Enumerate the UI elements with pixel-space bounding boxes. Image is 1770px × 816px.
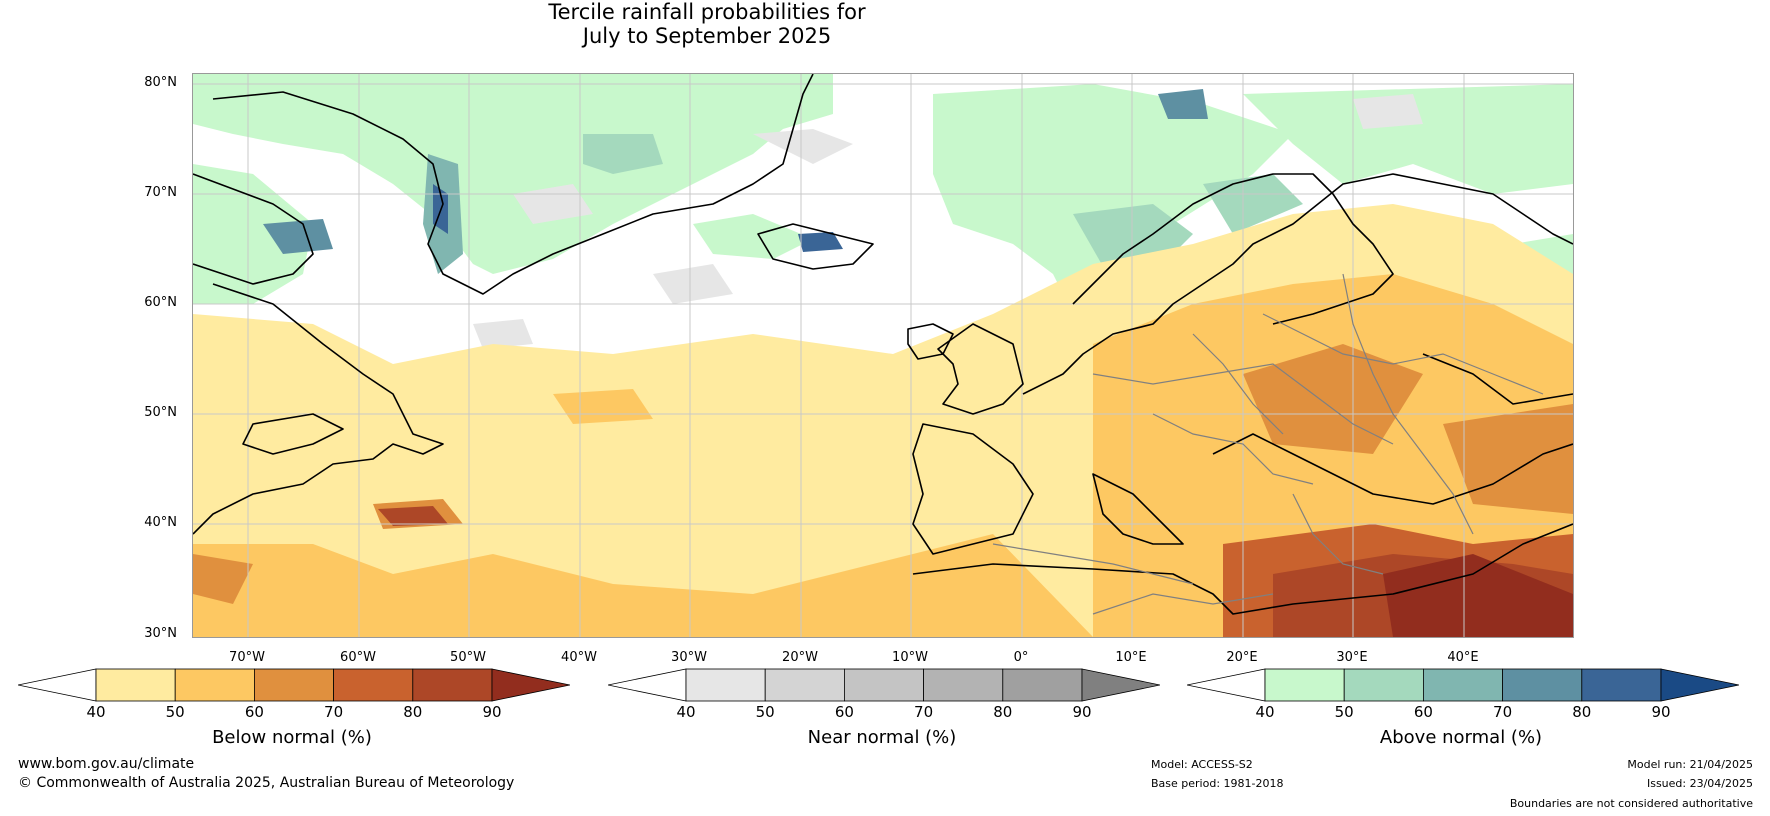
colorbar-lower-extension: [608, 668, 687, 702]
colorbar-upper-extension: [1081, 668, 1160, 702]
lon-label-50w: 50°W: [450, 650, 486, 665]
colorbar-upper-extension: [491, 668, 570, 702]
map-panel[interactable]: [192, 73, 1574, 638]
colorbar-segment: [843, 668, 924, 702]
near-normal-colorbar: [608, 668, 1160, 702]
above-normal-colorbar: [1187, 668, 1739, 702]
colorbar-segment: [1581, 668, 1662, 702]
colorbar-segment: [412, 668, 493, 702]
colorbar-tick-label: 90: [482, 703, 502, 721]
colorbar-segment: [1422, 668, 1503, 702]
colorbar-segment: [253, 668, 334, 702]
colorbar-tick-label: 50: [165, 703, 185, 721]
lat-label-60n: 60°N: [144, 295, 177, 310]
colorbar-segment: [923, 668, 1004, 702]
coastlines: [193, 74, 1573, 615]
website-link[interactable]: www.bom.gov.au/climate: [18, 756, 195, 772]
colorbar-tick-label: 40: [86, 703, 106, 721]
lon-label-40e: 40°E: [1447, 650, 1479, 665]
colorbar-segment: [174, 668, 255, 702]
lat-label-50n: 50°N: [144, 405, 177, 420]
colorbar-tick-label: 80: [1572, 703, 1592, 721]
lon-label-10e: 10°E: [1115, 650, 1147, 665]
colorbar-segment: [1002, 668, 1083, 702]
lon-label-20e: 20°E: [1226, 650, 1258, 665]
model-run-text: Model run: 21/04/2025: [1627, 758, 1753, 771]
near-normal-title: Near normal (%): [807, 727, 957, 748]
lon-label-60w: 60°W: [340, 650, 376, 665]
issued-text: Issued: 23/04/2025: [1646, 777, 1753, 790]
colorbar-tick-label: 60: [244, 703, 264, 721]
colorbar-segment: [685, 668, 766, 702]
base-period-text: Base period: 1981-2018: [1151, 777, 1284, 790]
colorbar-tick-label: 90: [1072, 703, 1092, 721]
colorbar-tick-label: 60: [834, 703, 854, 721]
colorbar-tick-label: 40: [676, 703, 696, 721]
colorbar-upper-extension: [1660, 668, 1739, 702]
lon-label-40w: 40°W: [561, 650, 597, 665]
probability-map: [193, 74, 1573, 637]
below-normal-regions: [193, 204, 1573, 637]
colorbar-segment: [1343, 668, 1424, 702]
colorbar-segment: [333, 668, 414, 702]
lon-label-20w: 20°W: [782, 650, 818, 665]
above-normal-title: Above normal (%): [1379, 727, 1543, 748]
lon-label-10w: 10°W: [892, 650, 928, 665]
title-line-2: July to September 2025: [582, 24, 832, 48]
colorbar-tick-label: 50: [755, 703, 775, 721]
lon-label-30w: 30°W: [671, 650, 707, 665]
colorbar-tick-label: 90: [1651, 703, 1671, 721]
colorbar-segment: [1264, 668, 1345, 702]
model-text: Model: ACCESS-S2: [1151, 758, 1253, 771]
colorbar-segment: [95, 668, 176, 702]
colorbar-tick-label: 70: [1493, 703, 1513, 721]
colorbar-segment: [764, 668, 845, 702]
below-normal-colorbar: [18, 668, 570, 702]
colorbar-lower-extension: [1187, 668, 1266, 702]
colorbar-tick-label: 40: [1255, 703, 1275, 721]
lon-label-30e: 30°E: [1336, 650, 1368, 665]
country-borders: [992, 273, 1544, 615]
lat-label-30n: 30°N: [144, 626, 177, 641]
lon-label-70w: 70°W: [229, 650, 265, 665]
lat-label-70n: 70°N: [144, 185, 177, 200]
lat-label-80n: 80°N: [144, 75, 177, 90]
colorbar-tick-label: 70: [324, 703, 344, 721]
colorbar-lower-extension: [18, 668, 97, 702]
below-normal-title: Below normal (%): [212, 727, 372, 748]
colorbar-tick-label: 70: [914, 703, 934, 721]
colorbar-tick-label: 80: [403, 703, 423, 721]
map-title: Tercile rainfall probabilities for July …: [0, 0, 1414, 48]
disclaimer-text: Boundaries are not considered authoritat…: [1509, 797, 1753, 810]
colorbar-tick-label: 60: [1413, 703, 1433, 721]
lat-label-40n: 40°N: [144, 515, 177, 530]
lon-label-0: 0°: [1013, 650, 1029, 665]
colorbar-segment: [1502, 668, 1583, 702]
title-line-1: Tercile rainfall probabilities for: [548, 0, 866, 24]
colorbar-tick-label: 80: [993, 703, 1013, 721]
copyright-text: © Commonwealth of Australia 2025, Austra…: [18, 775, 515, 791]
colorbar-tick-label: 50: [1334, 703, 1354, 721]
